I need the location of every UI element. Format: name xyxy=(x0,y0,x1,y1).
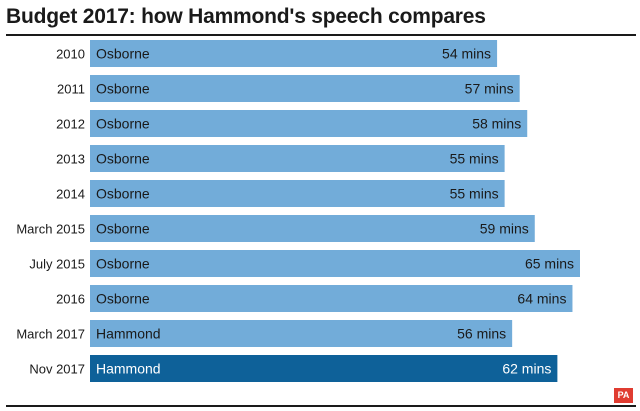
speaker-label: Osborne xyxy=(96,256,150,272)
value-label: 58 mins xyxy=(472,116,521,132)
bar xyxy=(90,110,528,137)
category-label: March 2017 xyxy=(16,327,85,342)
speaker-label: Hammond xyxy=(96,361,161,377)
speaker-label: Osborne xyxy=(96,116,150,132)
speaker-label: Osborne xyxy=(96,186,150,202)
speaker-label: Osborne xyxy=(96,46,150,62)
value-label: 65 mins xyxy=(525,256,574,272)
bar-row: March 2015 Osborne 59 mins xyxy=(16,215,535,242)
bar-row: 2010 Osborne 54 mins xyxy=(56,40,498,67)
value-label: 57 mins xyxy=(465,81,514,97)
bar-row: 2012 Osborne 58 mins xyxy=(56,110,528,137)
category-label: 2016 xyxy=(56,292,85,307)
bar-row: 2013 Osborne 55 mins xyxy=(56,145,505,172)
speaker-label: Osborne xyxy=(96,221,150,237)
bar xyxy=(90,145,505,172)
bar xyxy=(90,250,580,277)
pa-logo: PA xyxy=(614,388,633,403)
bar xyxy=(90,40,498,67)
value-label: 59 mins xyxy=(480,221,529,237)
bar-row: Nov 2017 Hammond 62 mins xyxy=(29,355,558,382)
bar xyxy=(90,355,558,382)
category-label: 2012 xyxy=(56,117,85,132)
category-label: Nov 2017 xyxy=(29,362,85,377)
bar xyxy=(90,180,505,207)
category-label: 2010 xyxy=(56,47,85,62)
value-label: 64 mins xyxy=(517,291,566,307)
speaker-label: Osborne xyxy=(96,151,150,167)
speaker-label: Hammond xyxy=(96,326,161,342)
speaker-label: Osborne xyxy=(96,291,150,307)
category-label: 2011 xyxy=(57,82,85,97)
category-label: 2014 xyxy=(56,187,85,202)
bottom-divider xyxy=(6,405,636,407)
category-label: March 2015 xyxy=(16,222,85,237)
value-label: 54 mins xyxy=(442,46,491,62)
bar-row: July 2015 Osborne 65 mins xyxy=(29,250,580,277)
value-label: 62 mins xyxy=(502,361,551,377)
top-divider xyxy=(6,34,636,36)
bar-row: 2011 Osborne 57 mins xyxy=(57,75,520,102)
category-label: July 2015 xyxy=(29,257,85,272)
bar-row: 2016 Osborne 64 mins xyxy=(56,285,573,312)
bar-row: March 2017 Hammond 56 mins xyxy=(16,320,513,347)
value-label: 56 mins xyxy=(457,326,506,342)
bar xyxy=(90,215,535,242)
value-label: 55 mins xyxy=(450,186,499,202)
value-label: 55 mins xyxy=(450,151,499,167)
category-label: 2013 xyxy=(56,152,85,167)
chart-title: Budget 2017: how Hammond's speech compar… xyxy=(6,5,486,28)
bar xyxy=(90,75,520,102)
bar xyxy=(90,285,573,312)
bar-row: 2014 Osborne 55 mins xyxy=(56,180,505,207)
speaker-label: Osborne xyxy=(96,81,150,97)
bar xyxy=(90,320,513,347)
